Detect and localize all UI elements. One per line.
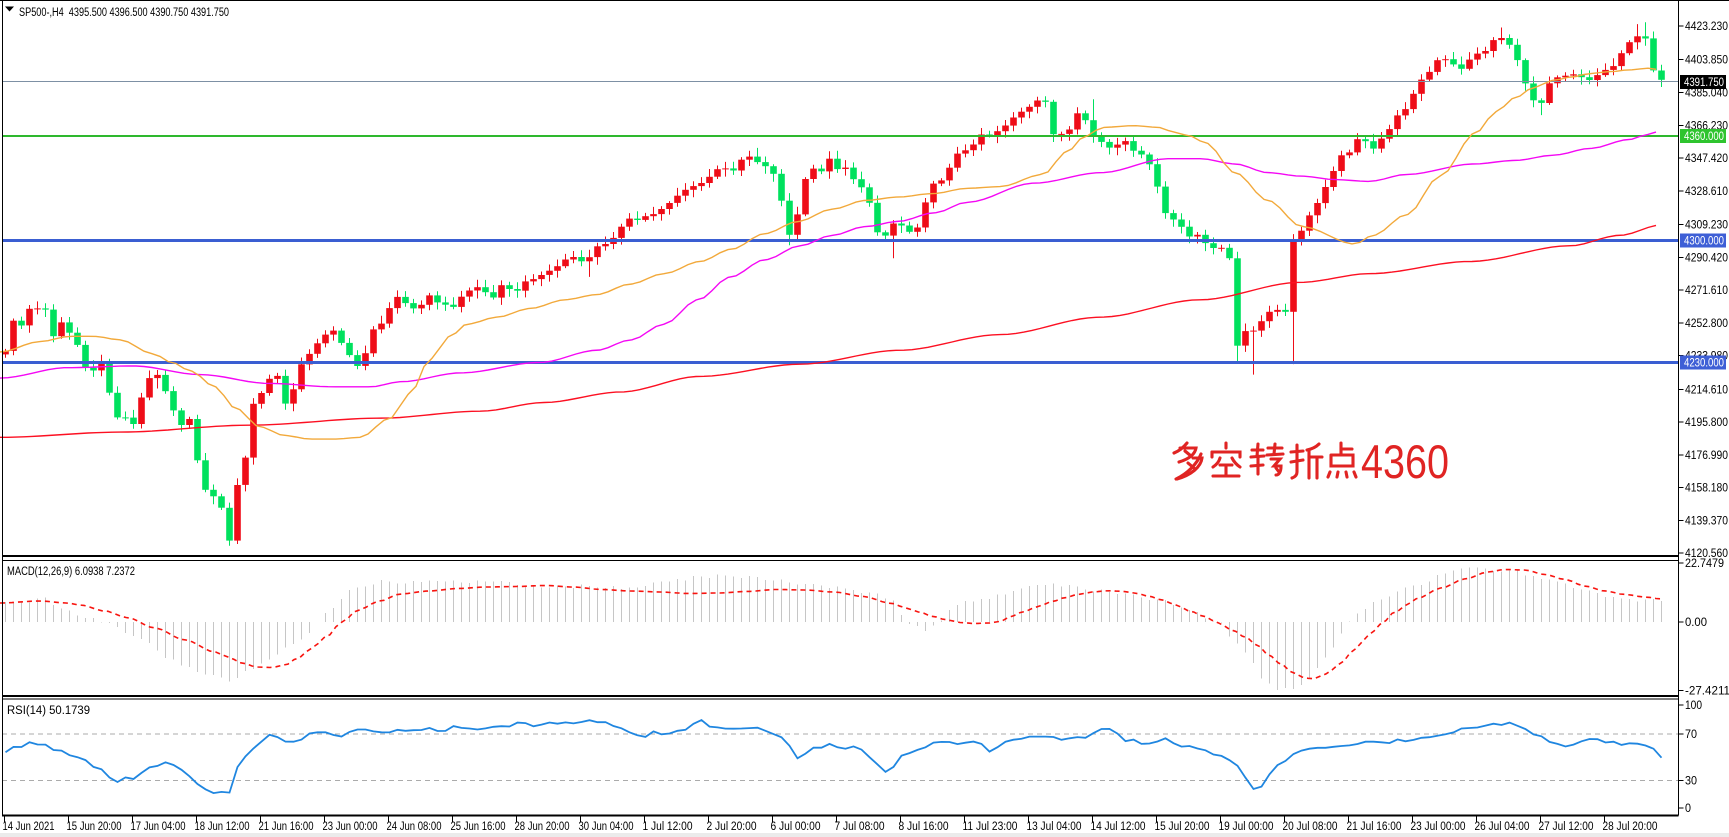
svg-text:15 Jul 20:00: 15 Jul 20:00 (1155, 821, 1210, 833)
svg-text:11 Jul 23:00: 11 Jul 23:00 (963, 821, 1018, 833)
svg-text:17 Jun 04:00: 17 Jun 04:00 (131, 821, 186, 833)
svg-text:22.7479: 22.7479 (1685, 558, 1724, 570)
svg-text:4290.420: 4290.420 (1685, 252, 1728, 264)
svg-text:4195.800: 4195.800 (1685, 417, 1728, 429)
svg-text:30: 30 (1685, 776, 1697, 788)
svg-text:SP500-,H4 4395.500 4396.500 4: SP500-,H4 4395.500 4396.500 4390.750 439… (19, 7, 229, 19)
svg-text:30 Jun 04:00: 30 Jun 04:00 (579, 821, 634, 833)
svg-text:4176.990: 4176.990 (1685, 450, 1728, 462)
svg-text:4360.000: 4360.000 (1684, 131, 1724, 143)
svg-text:18 Jun 12:00: 18 Jun 12:00 (195, 821, 250, 833)
svg-text:RSI(14) 50.1739: RSI(14) 50.1739 (7, 705, 90, 717)
svg-text:4252.800: 4252.800 (1685, 318, 1728, 330)
svg-text:20 Jul 08:00: 20 Jul 08:00 (1283, 821, 1338, 833)
svg-text:24 Jun 08:00: 24 Jun 08:00 (387, 821, 442, 833)
svg-text:4214.610: 4214.610 (1685, 384, 1728, 396)
svg-text:26 Jul 04:00: 26 Jul 04:00 (1475, 821, 1530, 833)
svg-text:15 Jun 20:00: 15 Jun 20:00 (67, 821, 122, 833)
svg-text:19 Jul 00:00: 19 Jul 00:00 (1219, 821, 1274, 833)
svg-text:70: 70 (1685, 729, 1697, 741)
svg-text:28 Jun 20:00: 28 Jun 20:00 (515, 821, 570, 833)
svg-text:4300.000: 4300.000 (1684, 236, 1724, 248)
svg-text:27 Jul 12:00: 27 Jul 12:00 (1539, 821, 1594, 833)
svg-text:MACD(12,26,9) 6.0938 7.2372: MACD(12,26,9) 6.0938 7.2372 (7, 566, 135, 578)
svg-text:7 Jul 08:00: 7 Jul 08:00 (835, 821, 885, 833)
svg-text:2 Jul 20:00: 2 Jul 20:00 (707, 821, 757, 833)
svg-text:4347.420: 4347.420 (1685, 153, 1728, 165)
svg-text:4391.750: 4391.750 (1684, 77, 1724, 89)
svg-text:21 Jul 16:00: 21 Jul 16:00 (1347, 821, 1402, 833)
svg-text:4158.180: 4158.180 (1685, 483, 1728, 495)
svg-text:0: 0 (1685, 803, 1691, 815)
svg-text:4230.000: 4230.000 (1684, 358, 1724, 370)
svg-text:14 Jun 2021: 14 Jun 2021 (3, 821, 55, 833)
svg-text:8 Jul 16:00: 8 Jul 16:00 (899, 821, 949, 833)
svg-text:0.00: 0.00 (1685, 617, 1707, 629)
svg-text:100: 100 (1685, 700, 1702, 712)
svg-text:4139.370: 4139.370 (1685, 515, 1728, 527)
svg-text:4309.230: 4309.230 (1685, 220, 1728, 232)
svg-text:23 Jul 00:00: 23 Jul 00:00 (1411, 821, 1466, 833)
svg-text:4271.610: 4271.610 (1685, 285, 1728, 297)
svg-text:4120.560: 4120.560 (1685, 548, 1728, 560)
svg-text:14 Jul 12:00: 14 Jul 12:00 (1091, 821, 1146, 833)
svg-text:4403.850: 4403.850 (1685, 55, 1728, 67)
svg-text:4328.610: 4328.610 (1685, 186, 1728, 198)
svg-text:21 Jun 16:00: 21 Jun 16:00 (259, 821, 314, 833)
svg-text:28 Jul 20:00: 28 Jul 20:00 (1603, 821, 1658, 833)
svg-text:13 Jul 04:00: 13 Jul 04:00 (1027, 821, 1082, 833)
svg-text:4360: 4360 (1361, 435, 1449, 488)
svg-text:-27.4211: -27.4211 (1685, 686, 1729, 698)
svg-text:4423.230: 4423.230 (1685, 21, 1728, 33)
svg-text:6 Jul 00:00: 6 Jul 00:00 (771, 821, 821, 833)
svg-text:1 Jul 12:00: 1 Jul 12:00 (643, 821, 693, 833)
svg-text:25 Jun 16:00: 25 Jun 16:00 (451, 821, 506, 833)
svg-text:4385.040: 4385.040 (1685, 88, 1728, 100)
svg-text:23 Jun 00:00: 23 Jun 00:00 (323, 821, 378, 833)
